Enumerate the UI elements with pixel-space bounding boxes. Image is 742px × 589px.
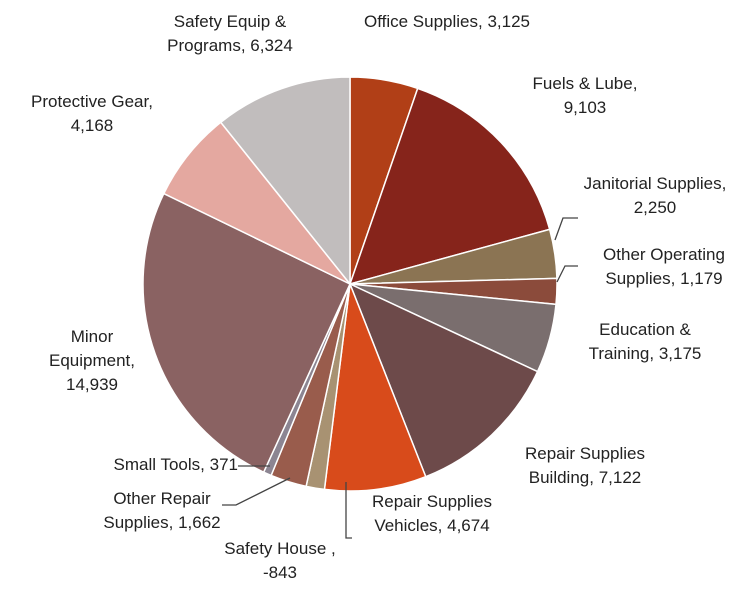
- leader-lines: [222, 217, 578, 539]
- value-label: 9,103: [563, 98, 607, 117]
- category-label: Repair Supplies Vehicles,: [371, 492, 492, 535]
- slice-label: Repair Supplies Building, 7,122: [500, 442, 670, 490]
- category-label: Other Operating Supplies,: [603, 245, 725, 288]
- leader-line: [345, 482, 352, 539]
- value-label: 14,939: [66, 375, 118, 394]
- value-label: 2,250: [633, 198, 677, 217]
- value-label: 4,674: [447, 516, 490, 535]
- value-label: 3,175: [658, 344, 702, 363]
- leader-line: [222, 477, 291, 506]
- category-label: Other Repair Supplies,: [103, 489, 211, 532]
- category-label: Minor Equipment,: [49, 327, 135, 370]
- pie-slice: [348, 87, 551, 286]
- value-label: 3,125: [487, 12, 531, 31]
- slice-label: Fuels & Lube, 9,103: [515, 72, 655, 120]
- category-label: Safety House ,: [224, 539, 336, 558]
- pie-slice: [323, 283, 427, 492]
- category-label: Office Supplies,: [363, 12, 483, 31]
- slice-label: Safety House , -843: [205, 537, 355, 585]
- leader-line: [556, 265, 578, 283]
- value-label: 371: [209, 455, 238, 474]
- value-label: 6,324: [250, 36, 293, 55]
- slice-label: Education & Training, 3,175: [570, 318, 720, 366]
- leader-line: [554, 217, 578, 241]
- slice-label: Safety Equip & Programs, 6,324: [155, 10, 305, 58]
- value-label: 1,662: [178, 513, 221, 532]
- slice-label: Small Tools, 371: [18, 453, 238, 477]
- category-label: Education & Training,: [588, 320, 691, 363]
- category-label: Janitorial Supplies,: [583, 174, 727, 193]
- category-label: Safety Equip & Programs,: [167, 12, 287, 55]
- value-label: -843: [262, 563, 298, 582]
- slice-label: Minor Equipment, 14,939: [42, 325, 142, 397]
- value-label: 7,122: [598, 468, 642, 487]
- value-label: 4,168: [70, 116, 114, 135]
- slice-label: Other Repair Supplies, 1,662: [87, 487, 237, 535]
- pie-slice: [348, 282, 539, 478]
- category-label: Small Tools,: [113, 455, 205, 474]
- slice-label: Other Operating Supplies, 1,179: [577, 243, 742, 291]
- category-label: Fuels & Lube,: [532, 74, 638, 93]
- slice-label: Protective Gear, 4,168: [17, 90, 167, 138]
- category-label: Repair Supplies Building,: [524, 444, 645, 487]
- slice-label: Janitorial Supplies, 2,250: [580, 172, 730, 220]
- category-label: Protective Gear,: [31, 92, 153, 111]
- slice-label: Repair Supplies Vehicles, 4,674: [347, 490, 517, 538]
- value-label: 1,179: [680, 269, 723, 288]
- pie-slice: [219, 76, 351, 287]
- pie-slice: [142, 192, 351, 474]
- pie: [142, 76, 558, 492]
- slice-label: Office Supplies, 3,125: [362, 10, 532, 34]
